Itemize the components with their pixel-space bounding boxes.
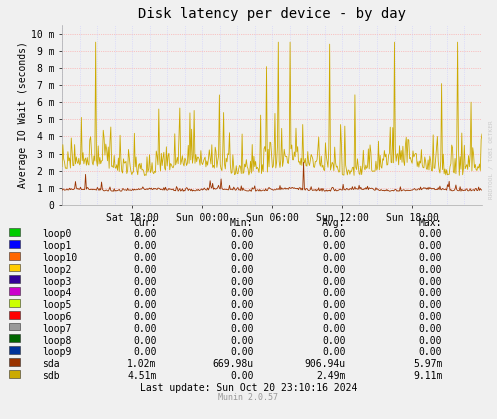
Text: 0.00: 0.00 (419, 324, 442, 334)
Text: Cur:: Cur: (133, 217, 157, 228)
Text: 0.00: 0.00 (133, 229, 157, 239)
Text: 0.00: 0.00 (322, 347, 345, 357)
Title: Disk latency per device - by day: Disk latency per device - by day (138, 7, 406, 21)
Bar (9, 228, 20, 236)
Text: 0.00: 0.00 (230, 229, 253, 239)
Text: 0.00: 0.00 (419, 312, 442, 322)
Text: loop8: loop8 (42, 336, 72, 346)
Text: 0.00: 0.00 (322, 241, 345, 251)
Text: 0.00: 0.00 (322, 229, 345, 239)
Text: 0.00: 0.00 (322, 265, 345, 275)
Text: 0.00: 0.00 (230, 265, 253, 275)
Text: 0.00: 0.00 (133, 288, 157, 298)
Text: 0.00: 0.00 (230, 347, 253, 357)
Text: 0.00: 0.00 (133, 312, 157, 322)
Bar (9, 311, 20, 318)
Text: loop4: loop4 (42, 288, 72, 298)
Bar (9, 358, 20, 366)
Text: 0.00: 0.00 (230, 241, 253, 251)
Text: Last update: Sun Oct 20 23:10:16 2024: Last update: Sun Oct 20 23:10:16 2024 (140, 383, 357, 393)
Bar (9, 264, 20, 272)
Text: 0.00: 0.00 (419, 336, 442, 346)
Text: 0.00: 0.00 (133, 265, 157, 275)
Text: 0.00: 0.00 (133, 324, 157, 334)
Text: loop10: loop10 (42, 253, 78, 263)
Text: 0.00: 0.00 (133, 336, 157, 346)
Text: loop0: loop0 (42, 229, 72, 239)
Text: 0.00: 0.00 (133, 347, 157, 357)
Bar (9, 252, 20, 259)
Text: 0.00: 0.00 (230, 336, 253, 346)
Text: 0.00: 0.00 (322, 336, 345, 346)
Text: 0.00: 0.00 (230, 324, 253, 334)
Text: 0.00: 0.00 (230, 253, 253, 263)
Text: 1.02m: 1.02m (127, 359, 157, 369)
Text: loop9: loop9 (42, 347, 72, 357)
Text: sda: sda (42, 359, 60, 369)
Text: 0.00: 0.00 (133, 241, 157, 251)
Text: RRDTOOL / TOBI OETKER: RRDTOOL / TOBI OETKER (489, 120, 494, 199)
Text: 0.00: 0.00 (419, 300, 442, 310)
Text: 0.00: 0.00 (322, 277, 345, 287)
Text: 0.00: 0.00 (419, 229, 442, 239)
Text: sdb: sdb (42, 371, 60, 381)
Text: 0.00: 0.00 (322, 324, 345, 334)
Y-axis label: Average IO Wait (seconds): Average IO Wait (seconds) (18, 41, 28, 189)
Text: 5.97m: 5.97m (413, 359, 442, 369)
Bar (9, 370, 20, 378)
Text: Avg:: Avg: (322, 217, 345, 228)
Text: 4.51m: 4.51m (127, 371, 157, 381)
Text: 0.00: 0.00 (419, 241, 442, 251)
Bar (9, 299, 20, 307)
Text: 0.00: 0.00 (230, 312, 253, 322)
Text: 0.00: 0.00 (230, 300, 253, 310)
Text: loop6: loop6 (42, 312, 72, 322)
Text: 0.00: 0.00 (230, 288, 253, 298)
Text: 0.00: 0.00 (419, 347, 442, 357)
Bar (9, 346, 20, 354)
Text: 0.00: 0.00 (230, 371, 253, 381)
Text: 0.00: 0.00 (133, 277, 157, 287)
Text: loop3: loop3 (42, 277, 72, 287)
Text: 669.98u: 669.98u (212, 359, 253, 369)
Text: Max:: Max: (419, 217, 442, 228)
Text: 0.00: 0.00 (133, 253, 157, 263)
Text: 0.00: 0.00 (419, 265, 442, 275)
Text: Min:: Min: (230, 217, 253, 228)
Bar (9, 240, 20, 248)
Bar (9, 323, 20, 330)
Text: 0.00: 0.00 (322, 312, 345, 322)
Text: 2.49m: 2.49m (316, 371, 345, 381)
Text: 0.00: 0.00 (133, 300, 157, 310)
Text: loop2: loop2 (42, 265, 72, 275)
Text: loop7: loop7 (42, 324, 72, 334)
Text: loop1: loop1 (42, 241, 72, 251)
Text: Munin 2.0.57: Munin 2.0.57 (219, 393, 278, 402)
Text: 0.00: 0.00 (322, 253, 345, 263)
Text: loop5: loop5 (42, 300, 72, 310)
Text: 9.11m: 9.11m (413, 371, 442, 381)
Bar (9, 287, 20, 295)
Bar (9, 275, 20, 283)
Bar (9, 334, 20, 342)
Text: 0.00: 0.00 (419, 288, 442, 298)
Text: 0.00: 0.00 (230, 277, 253, 287)
Text: 0.00: 0.00 (322, 288, 345, 298)
Text: 906.94u: 906.94u (304, 359, 345, 369)
Text: 0.00: 0.00 (322, 300, 345, 310)
Text: 0.00: 0.00 (419, 253, 442, 263)
Text: 0.00: 0.00 (419, 277, 442, 287)
